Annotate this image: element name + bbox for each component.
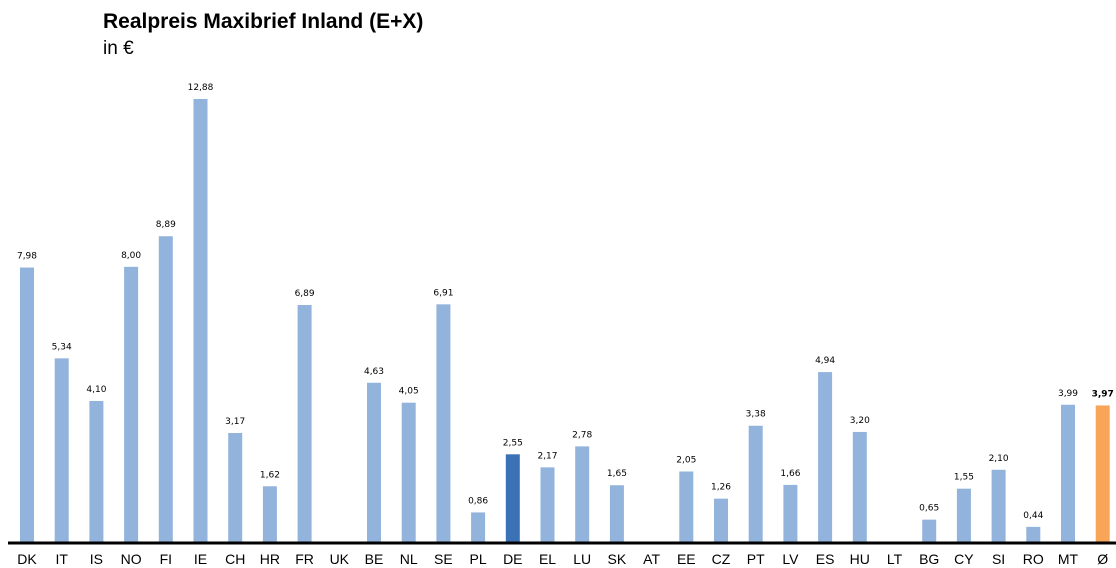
bar-PT [748,425,763,542]
data-label-SE: 6,91 [433,288,453,298]
data-label-FI: 8,89 [156,220,176,230]
data-label-LV: 1,66 [780,469,800,479]
bar-IE [193,99,208,542]
data-label-MT: 3,99 [1058,389,1078,399]
x-tick-label-CY: CY [954,551,974,567]
bar-IS [89,400,104,542]
bar-SI [991,469,1006,542]
data-label-DE: 2,55 [503,438,523,448]
bar-EE [679,471,694,542]
bar-PL [471,512,486,542]
data-label-BE: 4,63 [364,367,384,377]
x-tick-label-NL: NL [400,551,418,567]
data-label-IE: 12,88 [188,83,214,93]
x-tick-label-SE: SE [434,551,453,567]
bar-LU [575,446,590,542]
data-label-Ø: 3,97 [1092,389,1114,399]
data-label-NL: 4,05 [399,387,419,397]
bar-HR [262,486,277,542]
x-tick-label-LV: LV [782,551,799,567]
bar-HU [852,431,867,542]
bar-SK [609,485,624,542]
x-tick-label-HR: HR [260,551,280,567]
bar-Ø [1095,405,1110,542]
data-label-DK: 7,98 [17,252,37,262]
x-tick-label-DE: DE [503,551,522,567]
x-tick-label-NO: NO [121,551,142,567]
x-tick-label-BE: BE [365,551,384,567]
x-tick-label-IT: IT [55,551,68,567]
data-label-CZ: 1,26 [711,483,731,493]
chart-subtitle: in € [103,38,134,59]
bar-CY [956,488,971,542]
bar-BE [367,382,381,542]
bar-RO [1026,526,1041,542]
x-tick-label-LT: LT [887,551,903,567]
data-label-FR: 6,89 [295,289,315,299]
x-tick-label-UK: UK [330,551,350,567]
bar-DE [505,454,520,542]
data-label-PL: 0,86 [468,496,488,506]
bar-ES [818,372,833,542]
x-tick-label-Ø: Ø [1097,551,1108,567]
x-tick-label-FR: FR [295,551,314,567]
bar-FR [297,305,312,542]
x-tick-label-EL: EL [539,551,556,567]
x-tick-label-PL: PL [470,551,487,567]
x-tick-label-LU: LU [573,551,591,567]
data-label-NO: 8,00 [121,251,141,261]
data-label-LU: 2,78 [572,430,592,440]
data-label-BG: 0,65 [919,504,939,514]
x-tick-label-DK: DK [17,551,37,567]
bar-LV [783,484,798,542]
bar-SE [436,304,451,542]
x-tick-label-SI: SI [992,551,1005,567]
data-label-IS: 4,10 [86,385,106,395]
data-label-HU: 3,20 [850,416,870,426]
x-tick-label-FI: FI [160,551,172,567]
data-label-EL: 2,17 [537,451,557,461]
x-tick-label-IS: IS [90,551,103,567]
data-label-PT: 3,38 [746,410,766,420]
data-label-IT: 5,34 [52,342,72,352]
x-tick-label-AT: AT [643,551,660,567]
data-label-SI: 2,10 [989,454,1009,464]
x-tick-label-RO: RO [1023,551,1044,567]
bar-NO [124,266,139,542]
bar-CH [228,432,243,542]
x-tick-label-CZ: CZ [712,551,731,567]
data-label-RO: 0,44 [1023,511,1043,521]
x-tick-label-IE: IE [194,551,207,567]
bar-MT [1061,404,1075,542]
data-label-CH: 3,17 [225,417,245,427]
x-tick-label-HU: HU [850,551,870,567]
bar-DK [20,267,34,542]
bar-FI [158,236,173,542]
bar-CZ [714,498,728,542]
data-label-SK: 1,65 [607,469,627,479]
bar-NL [401,402,416,542]
bar-EL [540,467,555,542]
x-tick-label-ES: ES [816,551,835,567]
bar-BG [922,519,937,542]
x-tick-label-MT: MT [1058,551,1079,567]
data-label-CY: 1,55 [954,473,974,483]
x-tick-label-EE: EE [677,551,696,567]
x-tick-label-SK: SK [608,551,627,567]
data-label-ES: 4,94 [815,356,835,366]
x-tick-label-BG: BG [919,551,939,567]
data-label-EE: 2,05 [676,455,696,465]
chart-title: Realpreis Maxibrief Inland (E+X) [103,10,424,33]
bar-IT [54,358,69,542]
x-tick-label-PT: PT [747,551,765,567]
data-label-HR: 1,62 [260,470,280,480]
x-tick-label-CH: CH [225,551,245,567]
